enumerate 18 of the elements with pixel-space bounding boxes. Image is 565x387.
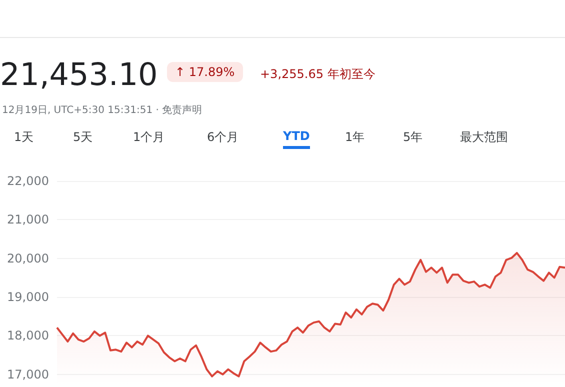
text: 6个月 — [207, 129, 239, 146]
y-tick-label: 20,000 — [7, 251, 49, 266]
text: 1个月 — [133, 129, 165, 146]
y-tick-label: 18,000 — [7, 328, 49, 343]
y-tick-label: 19,000 — [7, 290, 49, 304]
text: +3,255.65 年初至今 — [260, 66, 376, 83]
text: YTD — [283, 129, 310, 149]
y-tick-label: 22,000 — [7, 174, 49, 188]
text: 5天 — [73, 129, 93, 146]
text: ↑ 17.89% — [167, 62, 243, 82]
y-tick-label: 17,000 — [7, 367, 49, 382]
text: 12月19日, UTC+5:30 15:31:51 · 免责声明 — [2, 104, 202, 117]
text: 21,453.10 — [0, 57, 158, 93]
text: 5年 — [403, 129, 423, 146]
y-tick-label: 21,000 — [7, 212, 49, 227]
text: 1天 — [14, 129, 34, 146]
text: 1年 — [345, 129, 365, 146]
text: 最大范围 — [460, 129, 508, 146]
